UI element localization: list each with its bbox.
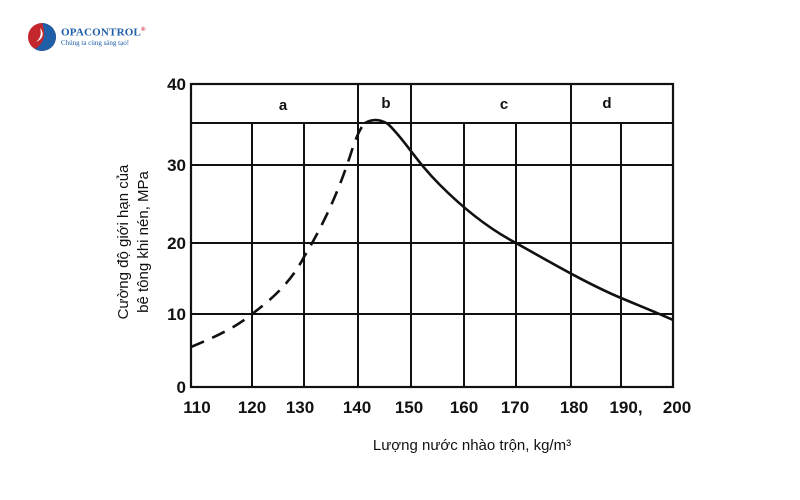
zone-c-label: c — [500, 96, 508, 113]
x-axis-ticks: 110 120 130 140 150 160 170 180 190, 200 — [183, 398, 691, 417]
svg-text:110: 110 — [183, 398, 210, 417]
svg-text:bê tông khi nén, MPa: bê tông khi nén, MPa — [135, 170, 152, 312]
svg-text:160: 160 — [450, 398, 478, 417]
zone-d-label: d — [602, 95, 611, 112]
zone-b-label: b — [381, 95, 390, 112]
svg-text:120: 120 — [238, 398, 266, 417]
y-axis-label: Cường độ giới hạn của bê tông khi nén, M… — [115, 164, 152, 319]
svg-text:0: 0 — [177, 378, 186, 397]
svg-text:190,: 190, — [609, 398, 642, 417]
svg-text:170: 170 — [501, 398, 529, 417]
svg-text:Cường độ giới hạn của: Cường độ giới hạn của — [115, 164, 132, 319]
zone-a-label: a — [279, 97, 288, 114]
logo-mark-icon — [28, 23, 56, 51]
svg-text:130: 130 — [286, 398, 314, 417]
logo-slogan: Chúng ta cùng sáng tạo! — [61, 39, 130, 48]
svg-text:150: 150 — [395, 398, 423, 417]
x-axis-label: Lượng nước nhào trộn, kg/m³ — [373, 437, 571, 454]
dashed-curve — [190, 122, 366, 349]
svg-text:40: 40 — [167, 75, 186, 94]
svg-text:180: 180 — [560, 398, 588, 417]
svg-text:30: 30 — [167, 156, 186, 175]
solid-curve — [364, 118, 674, 322]
svg-text:140: 140 — [343, 398, 371, 417]
grid — [189, 82, 675, 389]
logo-name: OPACONTROL® — [61, 26, 146, 39]
opacontrol-logo: OPACONTROL® Chúng ta cùng sáng tạo! — [27, 22, 146, 52]
y-axis-ticks: 0 10 20 30 40 — [167, 75, 186, 397]
svg-text:10: 10 — [167, 305, 186, 324]
svg-text:200: 200 — [663, 398, 691, 417]
zone-labels: a b c d — [279, 95, 612, 114]
svg-text:20: 20 — [167, 234, 186, 253]
